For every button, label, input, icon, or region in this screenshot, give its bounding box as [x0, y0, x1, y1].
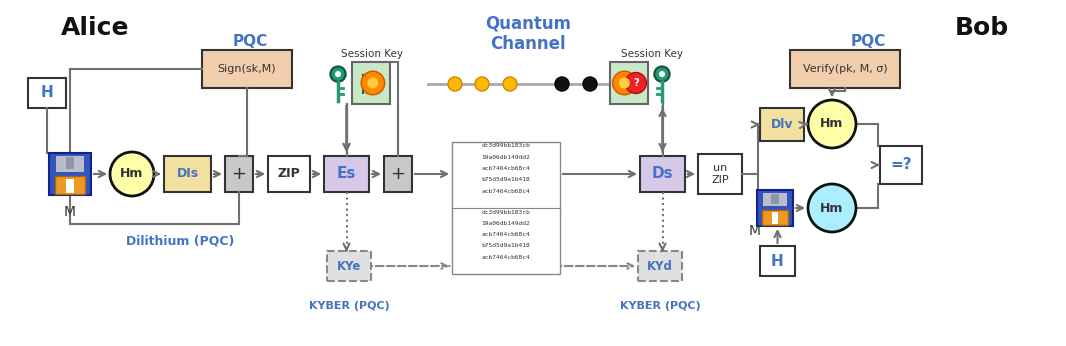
Text: Hm: Hm: [821, 201, 843, 215]
FancyBboxPatch shape: [772, 212, 778, 224]
Circle shape: [659, 71, 665, 77]
FancyBboxPatch shape: [55, 176, 84, 194]
FancyBboxPatch shape: [763, 193, 787, 206]
Text: 19a06db149dd2: 19a06db149dd2: [482, 221, 531, 226]
Circle shape: [475, 77, 489, 91]
FancyBboxPatch shape: [352, 62, 390, 104]
Text: KYBER (PQC): KYBER (PQC): [309, 301, 389, 311]
Circle shape: [808, 184, 856, 232]
FancyBboxPatch shape: [760, 108, 804, 141]
Text: H: H: [41, 85, 53, 100]
FancyBboxPatch shape: [610, 62, 648, 104]
Text: ZIP: ZIP: [711, 175, 729, 185]
FancyBboxPatch shape: [327, 251, 371, 281]
Circle shape: [330, 66, 345, 82]
Circle shape: [110, 152, 154, 196]
Text: b75d5d9a1b418: b75d5d9a1b418: [482, 243, 531, 248]
Text: M: M: [749, 224, 761, 238]
Circle shape: [361, 71, 385, 95]
Text: Dilithium (PQC): Dilithium (PQC): [126, 235, 235, 247]
Text: Sign(sk,M): Sign(sk,M): [217, 64, 276, 74]
Text: Hm: Hm: [821, 118, 843, 130]
Circle shape: [613, 71, 636, 95]
FancyBboxPatch shape: [637, 251, 682, 281]
FancyBboxPatch shape: [384, 156, 411, 192]
FancyBboxPatch shape: [881, 146, 922, 184]
Circle shape: [583, 77, 597, 91]
Text: un: un: [713, 163, 727, 173]
Text: ?: ?: [633, 78, 639, 88]
Circle shape: [368, 78, 378, 89]
FancyBboxPatch shape: [268, 156, 310, 192]
Text: PQC: PQC: [851, 34, 886, 48]
FancyBboxPatch shape: [772, 194, 778, 203]
FancyBboxPatch shape: [201, 50, 292, 88]
Text: Dlv: Dlv: [771, 118, 793, 131]
Text: acb7464cb68c4: acb7464cb68c4: [482, 255, 531, 260]
FancyBboxPatch shape: [640, 156, 685, 192]
FancyBboxPatch shape: [49, 153, 91, 195]
FancyBboxPatch shape: [760, 246, 795, 276]
Circle shape: [655, 66, 669, 82]
Circle shape: [808, 100, 856, 148]
FancyBboxPatch shape: [762, 210, 788, 225]
Text: dc3d99bb183cb: dc3d99bb183cb: [482, 209, 531, 215]
FancyBboxPatch shape: [452, 142, 560, 274]
Circle shape: [555, 77, 569, 91]
FancyBboxPatch shape: [757, 190, 793, 226]
Text: Quantum
Channel: Quantum Channel: [485, 15, 571, 53]
Circle shape: [626, 73, 646, 93]
Circle shape: [335, 71, 341, 77]
Text: KYe: KYe: [337, 260, 361, 273]
Text: Bob: Bob: [955, 16, 1010, 40]
Text: PQC: PQC: [232, 34, 268, 48]
FancyBboxPatch shape: [698, 154, 742, 194]
FancyBboxPatch shape: [28, 78, 66, 108]
Text: KYd: KYd: [647, 260, 673, 273]
FancyBboxPatch shape: [225, 156, 253, 192]
Text: +: +: [231, 165, 246, 183]
Text: =?: =?: [890, 157, 911, 173]
Text: 19a06db149dd2: 19a06db149dd2: [482, 155, 531, 160]
FancyBboxPatch shape: [56, 156, 83, 172]
Text: Session Key: Session Key: [621, 49, 683, 59]
Text: +: +: [390, 165, 405, 183]
Text: DIs: DIs: [177, 167, 198, 181]
Text: Verify(pk, M, σ): Verify(pk, M, σ): [803, 64, 887, 74]
Circle shape: [503, 77, 517, 91]
Text: acb7464cb68c4: acb7464cb68c4: [482, 166, 531, 171]
FancyBboxPatch shape: [66, 157, 75, 169]
Circle shape: [619, 78, 630, 89]
FancyBboxPatch shape: [164, 156, 211, 192]
Text: Es: Es: [337, 166, 356, 182]
FancyBboxPatch shape: [66, 179, 74, 193]
Text: M: M: [64, 205, 76, 219]
Circle shape: [448, 77, 462, 91]
Text: Session Key: Session Key: [341, 49, 403, 59]
Text: Alice: Alice: [61, 16, 129, 40]
Text: KYBER (PQC): KYBER (PQC): [619, 301, 700, 311]
Text: ZIP: ZIP: [277, 167, 301, 181]
FancyBboxPatch shape: [324, 156, 369, 192]
Text: H: H: [771, 254, 784, 268]
Text: Ds: Ds: [651, 166, 674, 182]
Text: b75d5d9a1b418: b75d5d9a1b418: [482, 177, 531, 182]
Text: acb7464cb68c4: acb7464cb68c4: [482, 189, 531, 194]
Text: acb7464cb68c4: acb7464cb68c4: [482, 232, 531, 237]
Text: Hm: Hm: [120, 167, 144, 181]
FancyBboxPatch shape: [790, 50, 900, 88]
Text: dc3d99bb183cb: dc3d99bb183cb: [482, 144, 531, 148]
